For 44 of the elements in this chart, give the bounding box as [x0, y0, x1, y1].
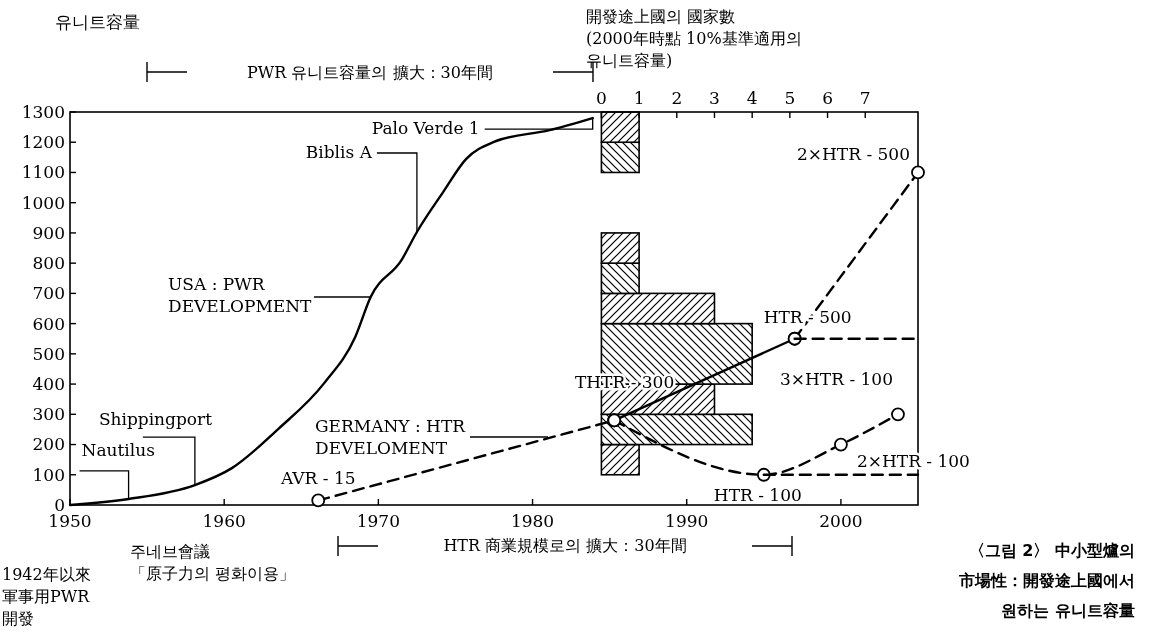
annotation: Nautilus — [81, 439, 155, 460]
y-tick-label: 500 — [32, 343, 65, 364]
x-tick-label: 7 — [859, 88, 871, 108]
annotation: USA : PWR DEVELOPMENT — [168, 274, 313, 316]
x-tick-label: 6 — [822, 88, 833, 108]
x-tick-label: 1990 — [665, 511, 709, 531]
x-tick-label: 3 — [709, 88, 720, 108]
x-tick-label: 1 — [633, 88, 645, 108]
y-axis-title: 유니트容量 — [55, 12, 140, 32]
y-tick-label: 600 — [32, 313, 65, 334]
x-tick-label: 2000 — [819, 511, 863, 531]
y-tick-label: 1200 — [21, 132, 65, 153]
text: HTR 商業規模로의 擴大：30年間 — [443, 536, 687, 555]
annotation: Palo Verde 1 — [371, 118, 480, 139]
x-tick-label: 4 — [746, 88, 758, 108]
y-tick-label: 200 — [32, 434, 65, 455]
annotation: HTR - 500 — [763, 306, 852, 327]
text: 주네브會議「原子力의 평화이용」 — [130, 542, 296, 583]
annotation: HTR - 100 — [713, 484, 802, 505]
x-tick-label: 2 — [671, 88, 683, 108]
x-tick-label: 1970 — [356, 511, 400, 531]
x-axis-title: 開發途上國의 國家數(2000年時點 10%基準適用의 유니트容量) — [586, 7, 802, 70]
y-tick-label: 1100 — [21, 162, 65, 183]
annotation: 3×HTR - 100 — [779, 369, 893, 390]
annotation: Shippingport — [98, 409, 213, 430]
text: PWR 유니트容量의 擴大：30年間 — [247, 63, 493, 82]
y-tick-label: 300 — [32, 404, 65, 425]
text: 〈그림 2〉 中小型爐의 市場性：開發途上國에서 원하는 유니트容量 — [958, 541, 1135, 620]
y-tick-label: 400 — [32, 374, 65, 395]
annotation: Biblis A — [305, 142, 373, 163]
x-tick-label: 0 — [596, 88, 607, 108]
y-tick-label: 1300 — [21, 101, 65, 122]
y-tick-label: 100 — [32, 464, 65, 485]
annotation: GERMANY : HTR DEVELOMENT — [315, 416, 467, 458]
y-tick-label: 700 — [32, 283, 65, 304]
text: 1942年以來軍事用PWR開發 — [2, 565, 91, 628]
y-tick-label: 1000 — [21, 192, 65, 213]
x-tick-label: 1960 — [202, 511, 246, 531]
x-tick-label: 1980 — [510, 511, 555, 531]
y-tick-label: 900 — [32, 222, 65, 243]
x-tick-label: 5 — [784, 88, 796, 108]
annotation: AVR - 15 — [279, 468, 356, 489]
annotation: 2×HTR - 500 — [796, 144, 910, 165]
y-tick-label: 800 — [32, 253, 65, 274]
